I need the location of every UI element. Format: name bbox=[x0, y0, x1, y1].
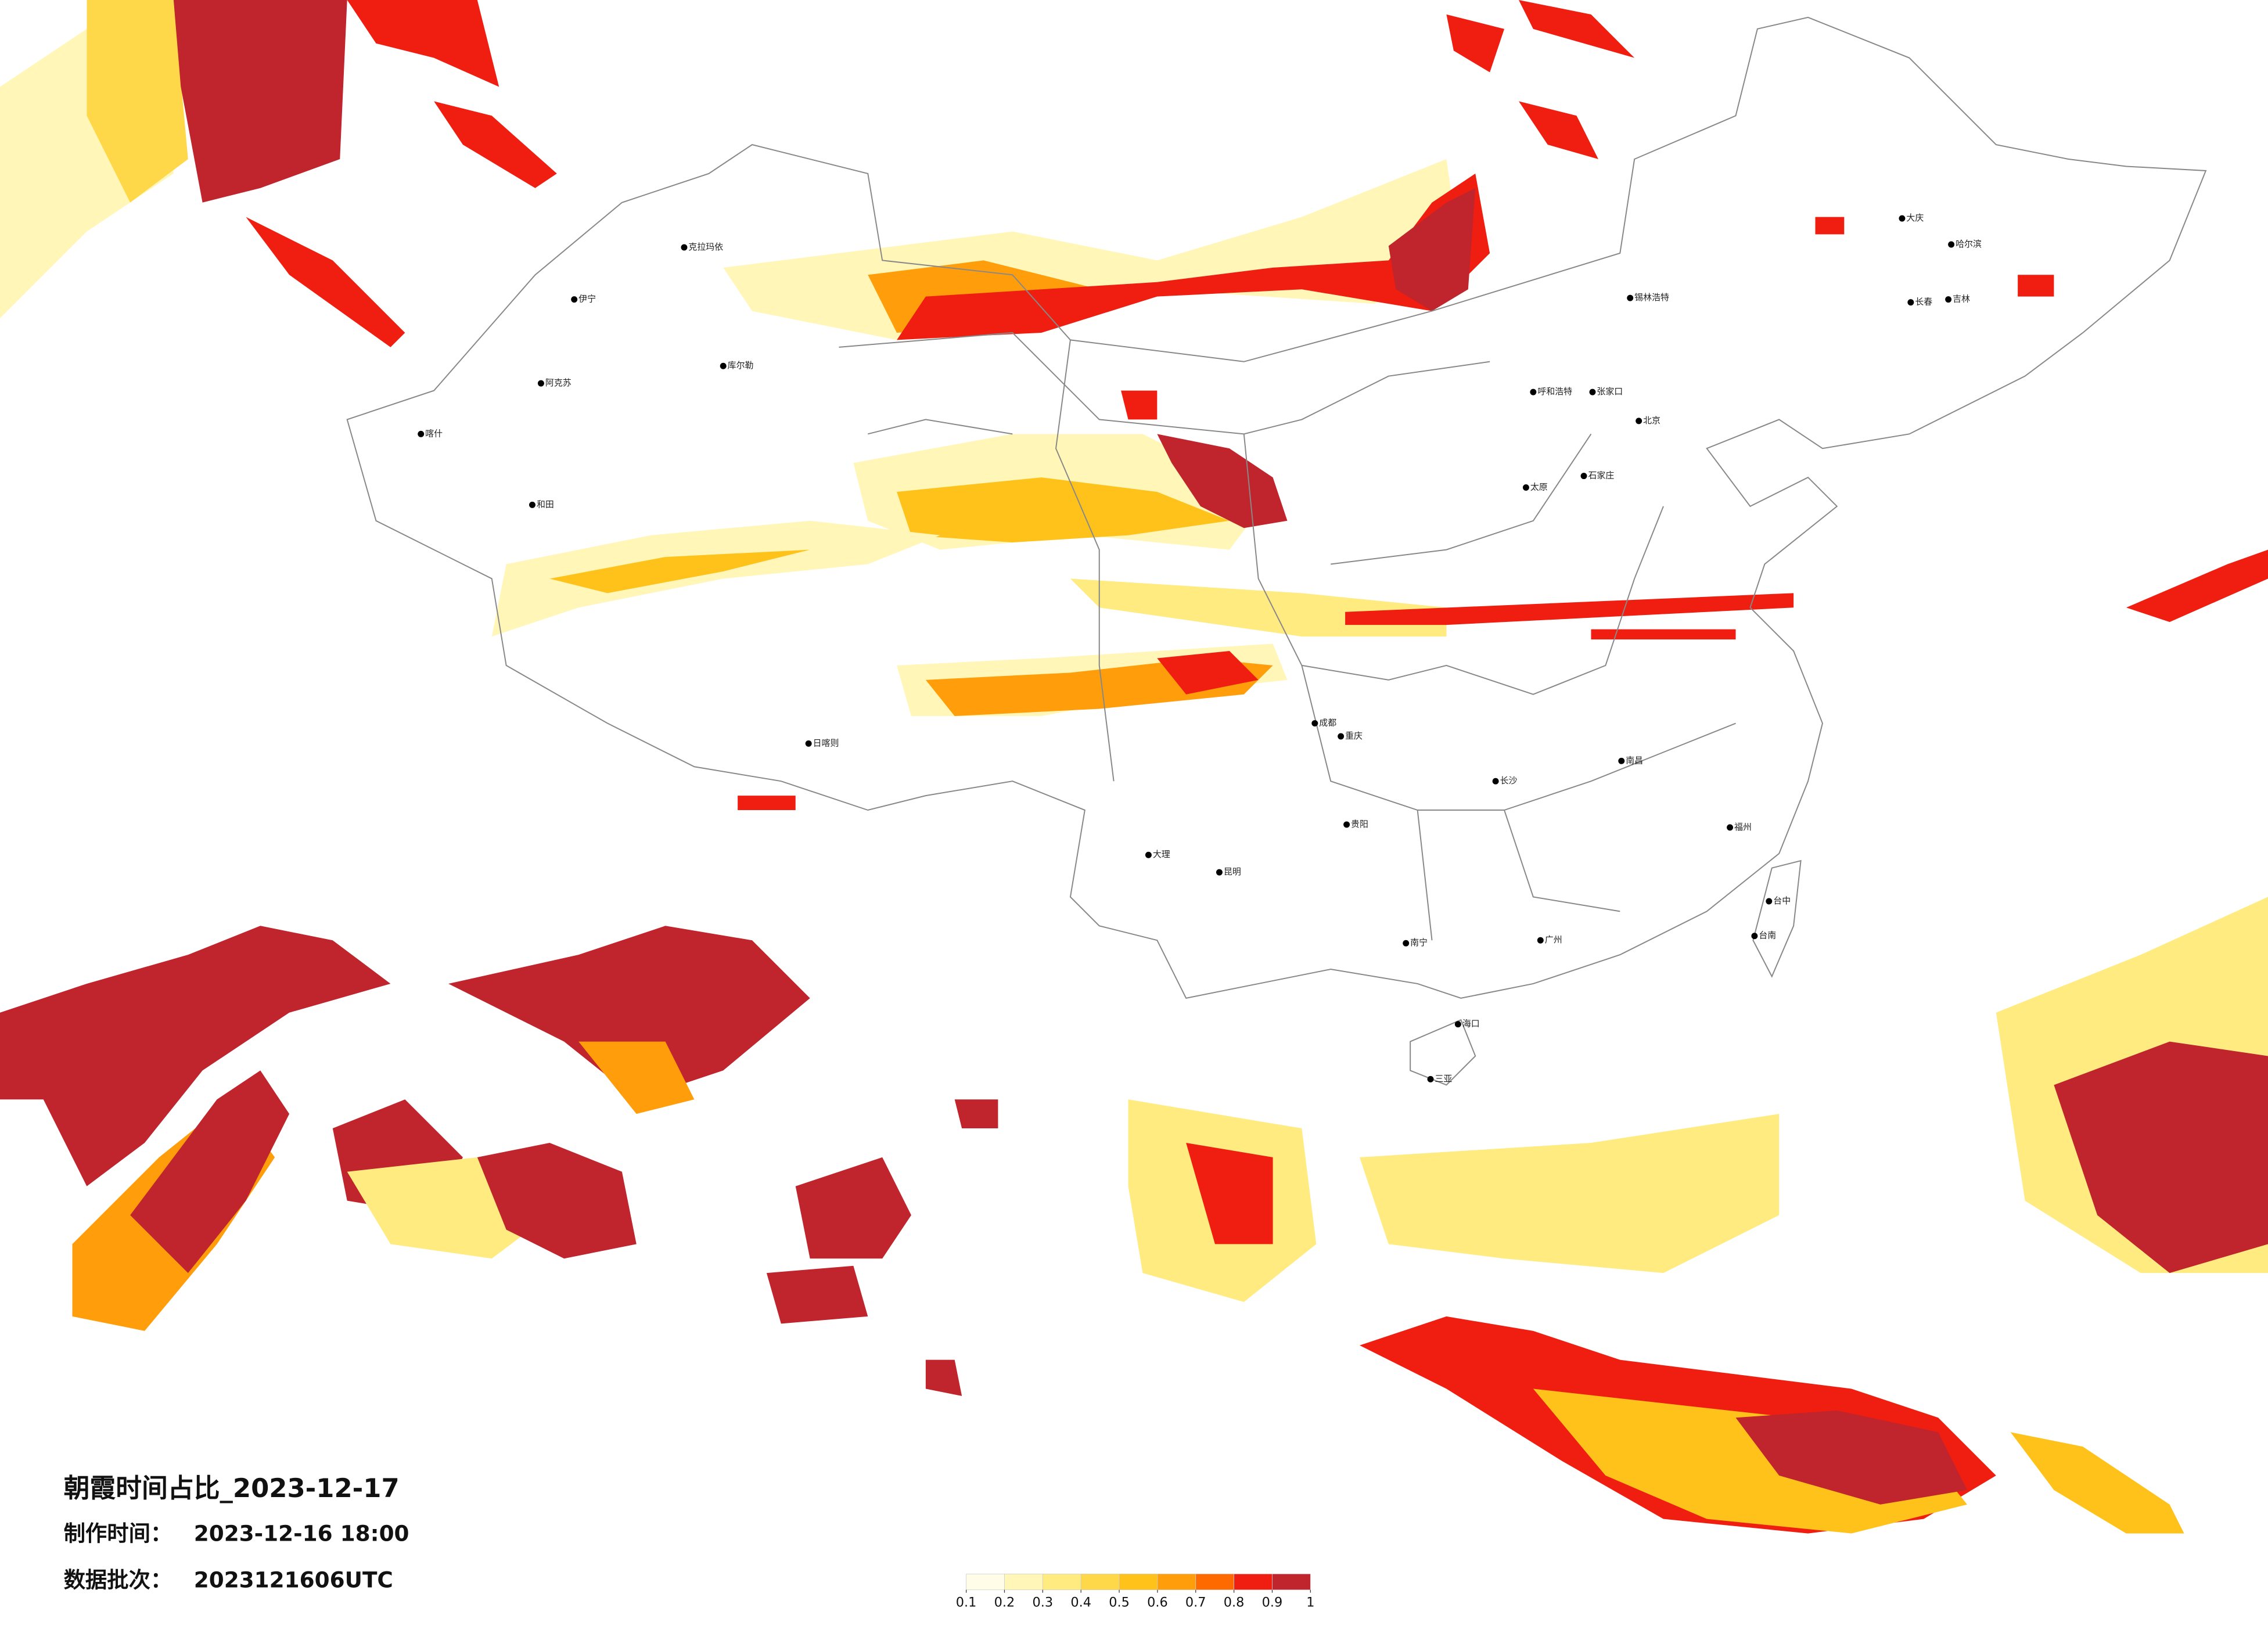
city-label: 昆明 bbox=[1224, 866, 1241, 877]
island-hainan bbox=[1410, 1019, 1476, 1086]
city-dot bbox=[1492, 778, 1499, 785]
city-label: 吉林 bbox=[1953, 294, 1970, 304]
city-dot bbox=[1522, 484, 1529, 491]
legend-swatch bbox=[966, 1573, 1005, 1591]
city-dot bbox=[1627, 294, 1634, 301]
city-label: 贵阳 bbox=[1351, 819, 1368, 829]
province-border bbox=[839, 332, 1736, 941]
city-label: 南宁 bbox=[1410, 937, 1428, 948]
legend-swatch bbox=[1195, 1573, 1234, 1591]
country-border bbox=[346, 16, 2207, 999]
city-dot bbox=[1727, 824, 1734, 831]
legend-tick-label: 1 bbox=[1306, 1595, 1314, 1610]
city-label: 呼和浩特 bbox=[1537, 386, 1572, 397]
city-dot bbox=[1907, 299, 1914, 306]
city-dot bbox=[1343, 821, 1350, 828]
city-dot bbox=[1948, 241, 1955, 248]
city-dot bbox=[418, 430, 425, 437]
city-dot bbox=[720, 362, 727, 369]
city-label: 克拉玛依 bbox=[688, 242, 723, 252]
city-label: 喀什 bbox=[425, 428, 443, 438]
city-label: 锡林浩特 bbox=[1634, 292, 1669, 303]
legend-swatch bbox=[1080, 1573, 1120, 1591]
city-label: 重庆 bbox=[1345, 731, 1363, 741]
city-dot bbox=[1216, 869, 1223, 876]
city-label: 南昌 bbox=[1626, 755, 1643, 765]
info-value: 2023-12-16 18:00 bbox=[194, 1521, 409, 1546]
boundaries bbox=[346, 16, 2207, 1086]
map-title: 朝霞时间占比_2023-12-17 bbox=[64, 1473, 400, 1503]
city-label: 长沙 bbox=[1500, 775, 1518, 786]
info-label: 数据批次： bbox=[64, 1567, 172, 1592]
city-label: 广州 bbox=[1545, 934, 1562, 945]
city-dot bbox=[1751, 933, 1758, 940]
city-dot bbox=[1589, 388, 1596, 395]
city-dot bbox=[1618, 757, 1625, 764]
city-label: 库尔勒 bbox=[728, 360, 754, 370]
city-label: 大理 bbox=[1153, 849, 1170, 859]
city-label: 张家口 bbox=[1597, 386, 1623, 397]
city-dot bbox=[1403, 940, 1410, 947]
legend-tick-label: 0.2 bbox=[994, 1595, 1015, 1610]
legend-tick-label: 0.6 bbox=[1147, 1595, 1168, 1610]
heat-layer bbox=[0, 0, 2268, 1534]
color-legend: 0.1 0.2 0.3 0.4 0.5 0.6 0.7 0.8 0.9 1 bbox=[956, 1573, 1314, 1610]
city-dot bbox=[1311, 720, 1318, 727]
legend-swatch bbox=[1119, 1573, 1158, 1591]
city-dot bbox=[571, 296, 578, 303]
city-label: 台中 bbox=[1773, 895, 1791, 906]
city-label: 和田 bbox=[537, 499, 554, 509]
city-label: 长春 bbox=[1915, 297, 1932, 307]
city-dot bbox=[1636, 418, 1642, 425]
city-label: 哈尔滨 bbox=[1956, 239, 1982, 249]
legend-tick-label: 0.9 bbox=[1262, 1595, 1283, 1610]
city-label: 成都 bbox=[1319, 718, 1336, 728]
info-value: 2023121606UTC bbox=[194, 1567, 393, 1592]
city-label: 太原 bbox=[1530, 482, 1548, 492]
city-label: 伊宁 bbox=[578, 294, 596, 304]
city-dot bbox=[1580, 473, 1587, 480]
info-label: 制作时间： bbox=[64, 1521, 172, 1546]
legend-tick-label: 0.1 bbox=[956, 1595, 977, 1610]
city-dot bbox=[1537, 937, 1544, 944]
city-label: 三亚 bbox=[1435, 1073, 1453, 1084]
city-dot bbox=[805, 740, 812, 747]
city-label: 北京 bbox=[1643, 415, 1660, 426]
city-dot bbox=[1530, 388, 1537, 395]
city-dot bbox=[1145, 851, 1152, 858]
city-dot bbox=[1899, 215, 1906, 222]
city-dot bbox=[1945, 296, 1952, 303]
city-dot bbox=[1454, 1021, 1461, 1028]
city-label: 台南 bbox=[1759, 930, 1776, 941]
island-taiwan bbox=[1752, 859, 1802, 978]
legend-tick-label: 0.3 bbox=[1033, 1595, 1054, 1610]
city-dot bbox=[1338, 733, 1345, 740]
city-dot bbox=[529, 501, 535, 508]
legend-tick-label: 0.8 bbox=[1224, 1595, 1245, 1610]
legend-swatch bbox=[1157, 1573, 1196, 1591]
city-dot bbox=[1766, 898, 1773, 905]
city-dot bbox=[537, 380, 544, 387]
city-label: 石家庄 bbox=[1588, 470, 1614, 481]
legend-tick-label: 0.5 bbox=[1109, 1595, 1130, 1610]
city-dot bbox=[1427, 1075, 1434, 1082]
legend-swatch bbox=[1004, 1573, 1043, 1591]
legend-swatch bbox=[1042, 1573, 1081, 1591]
city-label: 福州 bbox=[1734, 822, 1752, 832]
legend-swatch bbox=[1234, 1573, 1273, 1591]
city-label: 日喀则 bbox=[813, 738, 839, 748]
city-dot bbox=[681, 244, 688, 251]
city-label: 阿克苏 bbox=[545, 377, 572, 388]
legend-swatch bbox=[1272, 1573, 1311, 1591]
city-layer: 克拉玛依 伊宁 阿克苏 库尔勒 和田 喀什 日喀则 呼和浩特 锡林浩特 张家口 … bbox=[418, 213, 1982, 1084]
legend-tick-label: 0.7 bbox=[1185, 1595, 1206, 1610]
city-label: 海口 bbox=[1462, 1019, 1480, 1029]
legend-tick-label: 0.4 bbox=[1070, 1595, 1091, 1610]
city-label: 大庆 bbox=[1906, 213, 1924, 223]
